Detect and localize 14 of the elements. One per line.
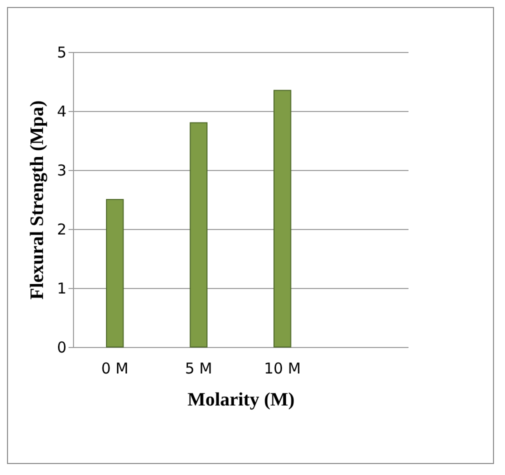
y-tick-label: 5 <box>56 44 66 62</box>
y-axis-title: Flexural Strength (Mpa) <box>26 100 48 300</box>
bar <box>106 199 124 348</box>
bar <box>274 90 292 348</box>
y-tick-label: 1 <box>56 280 66 298</box>
x-axis-title: Molarity (M) <box>187 390 295 410</box>
y-tick-label: 3 <box>56 162 66 180</box>
x-tick-label: 10 M <box>264 360 301 378</box>
bar <box>190 122 208 348</box>
y-tick-label: 0 <box>56 338 66 356</box>
x-tick-label: 0 M <box>101 360 129 378</box>
y-tick-label: 4 <box>56 102 66 120</box>
y-tick-label: 2 <box>56 220 66 238</box>
x-tick-label: 5 M <box>184 360 212 378</box>
